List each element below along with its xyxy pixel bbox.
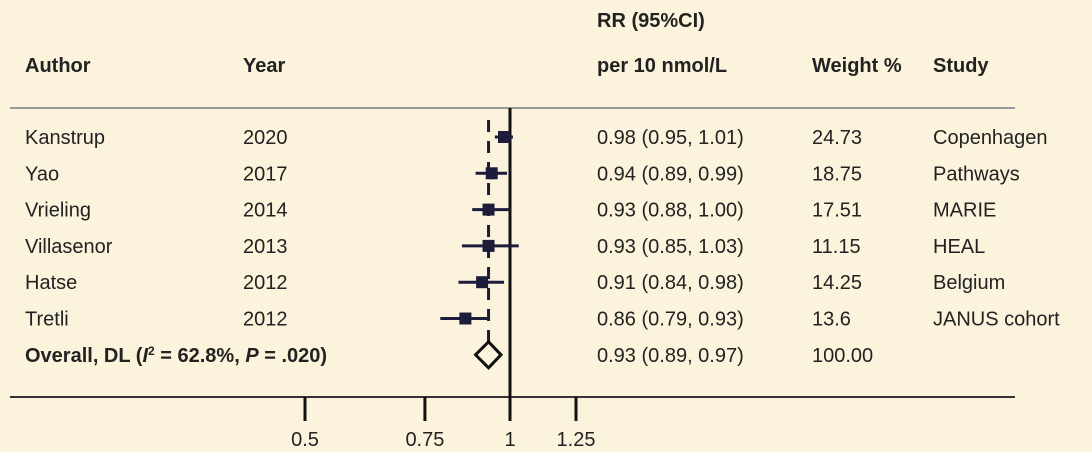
point-estimate (482, 239, 495, 252)
ci-label: 0.94 (0.89, 0.99) (597, 163, 744, 185)
weight: 100.00 (812, 345, 873, 367)
weight: 13.6 (812, 309, 851, 331)
x-tick-label: 0.5 (291, 429, 319, 451)
ci-label: 0.93 (0.88, 1.00) (597, 200, 744, 222)
x-tick-label: 1 (504, 429, 515, 451)
point-estimate (482, 203, 495, 216)
weight: 14.25 (812, 272, 862, 294)
author: Vrieling (25, 200, 91, 222)
header-ci-unit: per 10 nmol/L (597, 55, 727, 77)
weight: 24.73 (812, 127, 862, 149)
author: Yao (25, 163, 59, 185)
overall-label-part: = .020) (259, 345, 327, 367)
weight: 11.15 (812, 236, 861, 258)
point-estimate (459, 312, 472, 325)
study: Copenhagen (933, 127, 1048, 149)
study: MARIE (933, 200, 996, 222)
ci-label: 0.93 (0.85, 1.03) (597, 236, 744, 258)
year: 2020 (243, 127, 288, 149)
header-year: Year (243, 55, 285, 77)
overall-label-part: Overall, DL ( (25, 345, 143, 367)
overall-label-part: I (142, 345, 148, 367)
header-study: Study (933, 55, 989, 77)
header-ci: RR (95%CI) (597, 10, 705, 32)
weight: 18.75 (812, 163, 862, 185)
year: 2017 (243, 163, 288, 185)
overall-label: Overall, DL (I2 = 62.8%, P = .020) (25, 344, 327, 367)
ci-label: 0.86 (0.79, 0.93) (597, 309, 744, 331)
author: Villasenor (25, 236, 113, 258)
point-estimate (498, 131, 511, 143)
overall-diamond (473, 339, 504, 370)
point-estimate (485, 167, 498, 180)
header-weight: Weight % (812, 55, 902, 77)
x-tick-label: 0.75 (405, 429, 444, 451)
study: HEAL (933, 236, 985, 258)
study: Pathways (933, 163, 1020, 185)
author: Kanstrup (25, 127, 105, 149)
point-estimate (476, 276, 489, 289)
study: JANUS cohort (933, 309, 1060, 331)
year: 2012 (243, 272, 288, 294)
author: Tretli (25, 309, 69, 331)
overall-label-part: 2 (148, 344, 155, 358)
year: 2013 (243, 236, 288, 258)
author: Hatse (25, 272, 77, 294)
ci-label: 0.91 (0.84, 0.98) (597, 272, 744, 294)
overall-label-part: P (245, 345, 259, 367)
study: Belgium (933, 272, 1005, 294)
overall-label-part: = 62.8%, (155, 345, 246, 367)
year: 2014 (243, 200, 288, 222)
year: 2012 (243, 309, 288, 331)
ci-label: 0.93 (0.89, 0.97) (597, 345, 744, 367)
weight: 17.51 (812, 200, 862, 222)
ci-label: 0.98 (0.95, 1.01) (597, 127, 744, 149)
header-author: Author (25, 55, 91, 77)
x-tick-label: 1.25 (557, 429, 596, 451)
